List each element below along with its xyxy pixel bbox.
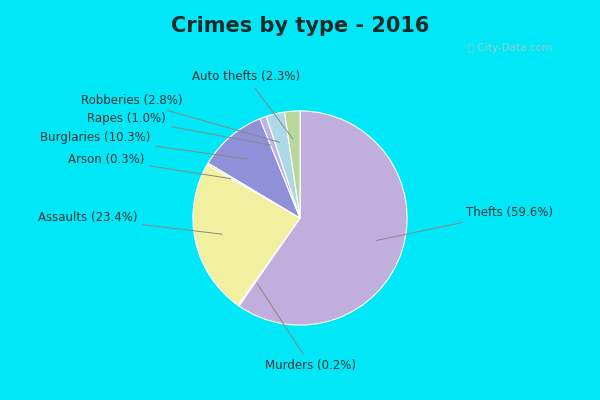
Text: Auto thefts (2.3%): Auto thefts (2.3%) bbox=[193, 70, 301, 139]
Text: Assaults (23.4%): Assaults (23.4%) bbox=[38, 212, 222, 234]
Text: Rapes (1.0%): Rapes (1.0%) bbox=[88, 112, 271, 145]
Wedge shape bbox=[193, 165, 300, 305]
Text: Thefts (59.6%): Thefts (59.6%) bbox=[376, 206, 553, 240]
Wedge shape bbox=[238, 218, 300, 306]
Wedge shape bbox=[239, 111, 407, 325]
Wedge shape bbox=[207, 163, 300, 218]
Text: Burglaries (10.3%): Burglaries (10.3%) bbox=[40, 131, 247, 159]
Text: Murders (0.2%): Murders (0.2%) bbox=[257, 283, 356, 372]
Text: Robberies (2.8%): Robberies (2.8%) bbox=[80, 94, 280, 142]
Wedge shape bbox=[208, 119, 300, 218]
Text: Crimes by type - 2016: Crimes by type - 2016 bbox=[171, 16, 429, 36]
Wedge shape bbox=[284, 111, 300, 218]
Wedge shape bbox=[260, 116, 300, 218]
Wedge shape bbox=[266, 112, 300, 218]
Text: Arson (0.3%): Arson (0.3%) bbox=[68, 152, 231, 178]
Text: ⓘ City-Data.com: ⓘ City-Data.com bbox=[468, 43, 552, 53]
